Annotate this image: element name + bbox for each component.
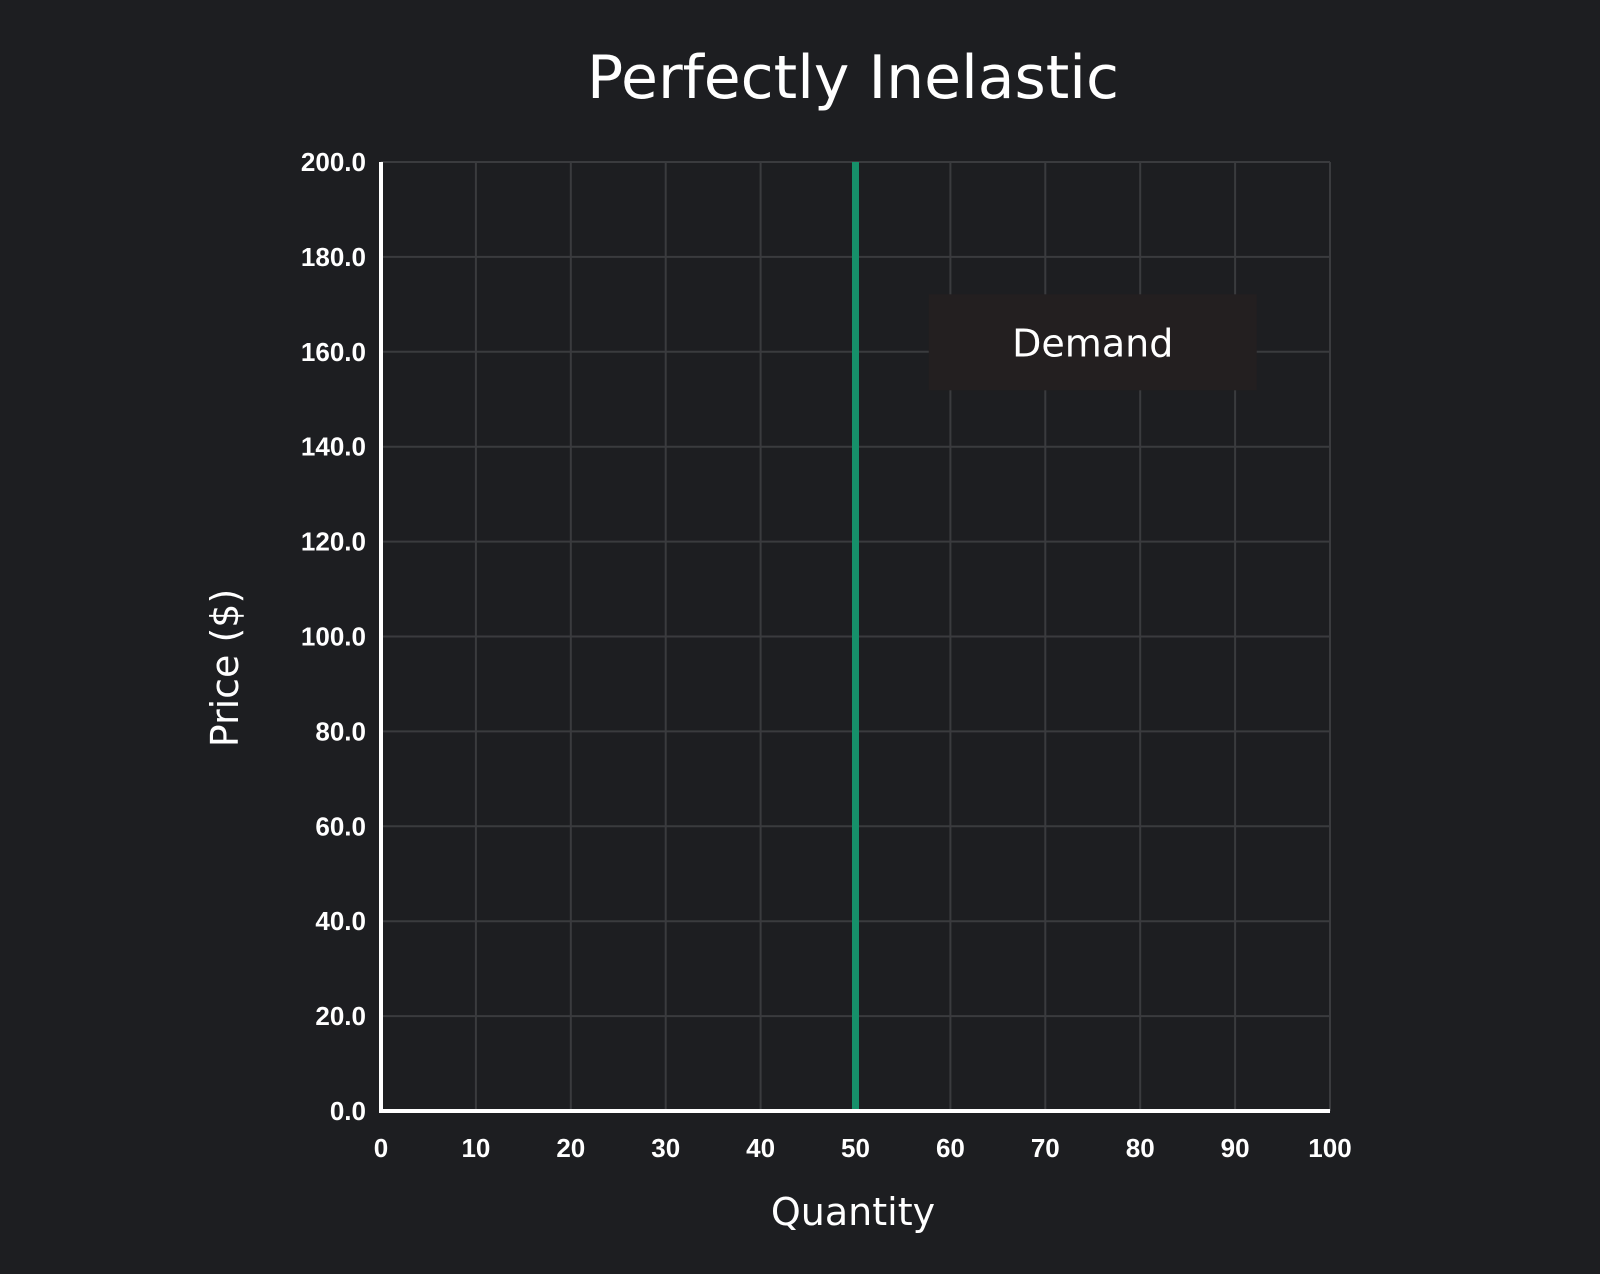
- x-tick-100: 100: [1308, 1133, 1351, 1163]
- y-tick-180.0: 180.0: [301, 242, 366, 272]
- x-tick-80: 80: [1126, 1133, 1155, 1163]
- x-tick-20: 20: [556, 1133, 585, 1163]
- y-tick-140.0: 140.0: [301, 432, 366, 462]
- y-tick-120.0: 120.0: [301, 527, 366, 557]
- x-tick-labels: 0 10 20 30 40 50 60 70 80 90 100: [374, 1133, 1352, 1163]
- y-tick-40.0: 40.0: [315, 906, 366, 936]
- x-tick-40: 40: [746, 1133, 775, 1163]
- axes: [379, 162, 1330, 1113]
- y-tick-200.0: 200.0: [301, 147, 366, 177]
- x-tick-70: 70: [1031, 1133, 1060, 1163]
- y-tick-160.0: 160.0: [301, 337, 366, 367]
- x-axis-label: Quantity: [771, 1190, 935, 1234]
- x-tick-0: 0: [374, 1133, 388, 1163]
- y-tick-20.0: 20.0: [315, 1001, 366, 1031]
- y-tick-80.0: 80.0: [315, 716, 366, 746]
- x-tick-50: 50: [841, 1133, 870, 1163]
- annotation-box: [928, 294, 1257, 391]
- y-axis-label: Price ($): [203, 589, 247, 748]
- x-tick-30: 30: [651, 1133, 680, 1163]
- y-tick-labels: 0.0 20.0 40.0 60.0 80.0 100.0 120.0 140.0 160.0 1…: [301, 147, 366, 1126]
- y-tick-60.0: 60.0: [315, 811, 366, 841]
- annotation-label: Demand: [1012, 321, 1173, 365]
- x-tick-60: 60: [936, 1133, 965, 1163]
- y-tick-100.0: 100.0: [301, 622, 366, 652]
- y-tick-0.0: 0.0: [330, 1096, 366, 1126]
- chart-title: Perfectly Inelastic: [587, 43, 1119, 113]
- annotation-layer: Demand: [928, 294, 1257, 391]
- x-tick-10: 10: [461, 1133, 490, 1163]
- x-tick-90: 90: [1221, 1133, 1250, 1163]
